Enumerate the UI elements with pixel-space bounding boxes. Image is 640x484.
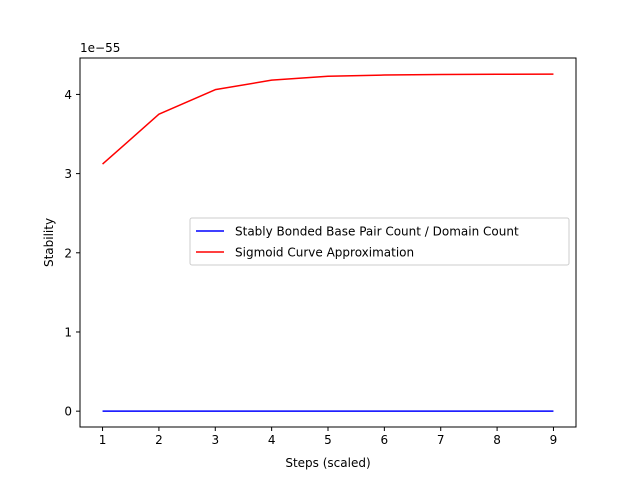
y-axis-label: Stability [42, 218, 56, 267]
x-tick-label: 8 [493, 433, 501, 447]
x-tick-label: 3 [211, 433, 219, 447]
legend-label-base-pair-ratio: Stably Bonded Base Pair Count / Domain C… [235, 225, 519, 239]
x-tick-label: 1 [99, 433, 107, 447]
y-tick-label: 0 [64, 405, 72, 419]
series-line-1 [102, 73, 554, 165]
x-tick-label: 2 [155, 433, 163, 447]
y-offset-label: 1e−55 [80, 41, 120, 55]
series-layer [102, 73, 554, 412]
ticks-layer: 1 2 3 4 5 6 7 8 9 0 1 2 3 4 [64, 88, 557, 447]
x-tick-label: 5 [324, 433, 332, 447]
legend-box [189, 217, 570, 266]
legend-label-sigmoid: Sigmoid Curve Approximation [235, 246, 414, 260]
legend: Stably Bonded Base Pair Count / Domain C… [189, 217, 570, 266]
y-tick-label: 3 [64, 167, 72, 181]
y-tick-label: 4 [64, 88, 72, 102]
x-tick-label: 4 [268, 433, 276, 447]
y-tick-label: 1 [64, 325, 72, 339]
x-tick-label: 9 [550, 433, 558, 447]
plot-frame [79, 57, 577, 428]
x-axis-label: Steps (scaled) [285, 456, 370, 470]
x-tick-label: 7 [437, 433, 445, 447]
x-tick-label: 6 [381, 433, 389, 447]
y-tick-label: 2 [64, 246, 72, 260]
